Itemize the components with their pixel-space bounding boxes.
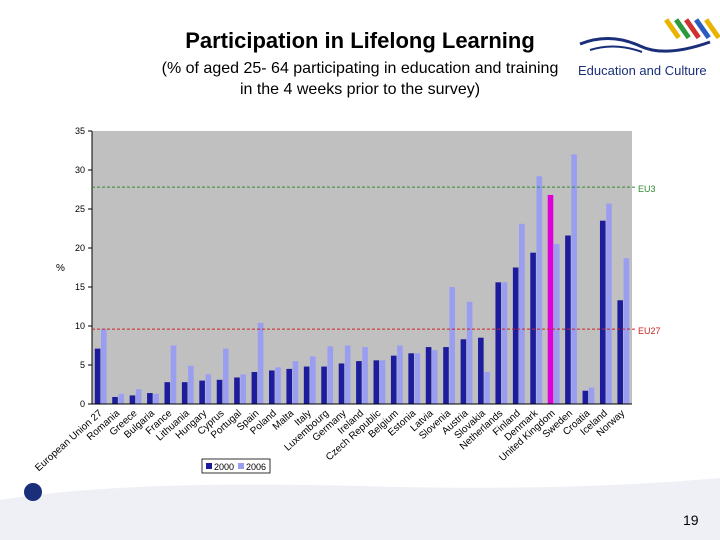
y-tick-label: 25 [75, 204, 85, 214]
legend-swatch-2006 [238, 463, 244, 469]
bar-2000 [460, 339, 467, 404]
bar-2006 [135, 389, 142, 404]
bar-2000 [373, 360, 380, 404]
bar-2006 [536, 176, 543, 404]
bar-2006 [344, 345, 351, 404]
bar-2000 [251, 372, 258, 404]
y-axis-label: % [56, 263, 65, 274]
bar-2006 [466, 301, 473, 404]
bar-2000 [164, 382, 171, 404]
page-subtitle: (% of aged 25- 64 participating in educa… [120, 58, 600, 100]
reference-label-eu27: EU27 [638, 326, 661, 336]
bar-2006 [379, 360, 386, 404]
education-culture-logo [579, 18, 720, 53]
bar-2006 [623, 258, 630, 404]
bar-2006 [222, 348, 229, 404]
y-tick-label: 20 [75, 243, 85, 253]
bar-2000 [94, 348, 101, 404]
bar-2006 [571, 154, 577, 404]
bar-2000 [617, 300, 623, 404]
bar-2006 [484, 372, 490, 404]
bar-2000 [234, 377, 240, 404]
bar-2006 [449, 287, 455, 404]
bar-2000 [129, 395, 136, 404]
bar-2000 [181, 382, 188, 404]
bar-2000 [286, 368, 293, 404]
bar-2000 [147, 393, 153, 404]
y-tick-label: 30 [75, 165, 85, 175]
logo-text: Education and Culture [578, 63, 707, 78]
legend-label-2006: 2006 [246, 462, 266, 472]
bar-2006 [519, 223, 525, 404]
bar-2000 [269, 370, 275, 404]
y-tick-label: 10 [75, 321, 85, 331]
bar-2006 [275, 367, 281, 404]
subtitle-line-2: in the 4 weeks prior to the survey) [239, 81, 481, 98]
y-tick-label: 15 [75, 282, 85, 292]
bar-2006 [101, 329, 107, 404]
legend-label-2000: 2000 [214, 462, 234, 472]
page-title: Participation in Lifelong Learning [185, 28, 535, 53]
bar-2006 [397, 345, 403, 404]
bar-2006 [327, 346, 334, 404]
legend-swatch-2000 [206, 463, 212, 469]
bar-2006 [501, 282, 508, 404]
bar-2006 [606, 203, 612, 404]
bar-2000 [495, 282, 502, 404]
bar-2000 [199, 380, 205, 404]
bar-2006 [205, 374, 212, 404]
legend-box [201, 458, 271, 474]
y-tick-label: 0 [80, 399, 85, 409]
footer-wave [0, 478, 720, 540]
bar-2006 [257, 322, 264, 404]
bar-2000 [425, 347, 432, 404]
bar-2000 [478, 337, 484, 404]
bar-2006 [431, 350, 438, 404]
bar-2006 [118, 393, 125, 404]
bar-2006 [170, 345, 177, 404]
bar-2000 [582, 390, 589, 404]
bar-2000 [390, 355, 397, 404]
bar-2006 [153, 393, 159, 404]
bar-2000 [356, 361, 362, 404]
bar-2006 [553, 244, 560, 404]
bar-2006 [414, 353, 421, 404]
bar-2006 [310, 356, 316, 404]
bar-2000 [338, 363, 345, 404]
bar-2000 [547, 194, 554, 404]
bar-2000 [408, 353, 414, 404]
bar-2000 [321, 366, 327, 404]
y-tick-label: 5 [80, 360, 85, 370]
bar-2000 [112, 396, 118, 404]
bar-2000 [443, 347, 449, 404]
bar-2006 [240, 374, 246, 404]
bar-2000 [565, 235, 571, 404]
y-tick-label: 35 [75, 126, 85, 136]
page-number: 19 [683, 512, 699, 528]
bar-2000 [303, 366, 310, 404]
bar-2000 [530, 252, 536, 404]
bar-2006 [292, 361, 299, 404]
bar-2000 [599, 220, 606, 404]
subtitle-line-1: (% of aged 25- 64 participating in educa… [161, 60, 559, 77]
bar-2006 [588, 387, 595, 404]
reference-label-eu3: EU3 [638, 184, 656, 194]
bar-2006 [362, 347, 368, 404]
bar-2006 [188, 365, 194, 404]
bar-2000 [512, 267, 519, 404]
bar-2000 [216, 379, 223, 404]
